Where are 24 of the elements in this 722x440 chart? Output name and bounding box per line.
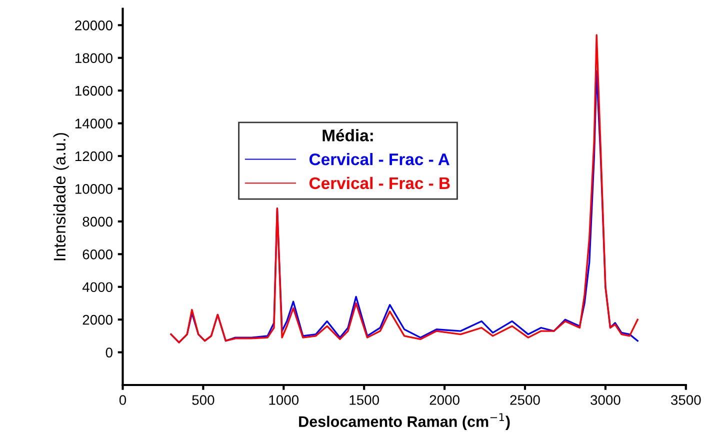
y-axis-title: Intensidade (a.u.) bbox=[53, 133, 69, 260]
y-tick-label: 8000 bbox=[82, 216, 112, 227]
x-tick-label: 1000 bbox=[269, 395, 299, 405]
x-tick-label: 0 bbox=[119, 395, 126, 405]
legend-label: Cervical - Frac - B bbox=[309, 176, 450, 190]
y-tick-label: 14000 bbox=[75, 118, 112, 128]
legend-title: Média: bbox=[322, 128, 373, 142]
legend-label: Cervical - Frac - A bbox=[309, 153, 450, 166]
x-tick-label: 2500 bbox=[510, 395, 540, 405]
x-tick-label: 3000 bbox=[590, 395, 620, 405]
x-tick-label: 1500 bbox=[350, 395, 379, 405]
y-tick-label: 2000 bbox=[82, 314, 112, 325]
y-tick-label: 0 bbox=[106, 348, 112, 358]
y-tick-label: 4000 bbox=[82, 282, 112, 292]
x-tick-label: 2000 bbox=[430, 395, 460, 405]
y-tick-label: 20000 bbox=[75, 20, 112, 30]
y-tick-label: 16000 bbox=[75, 86, 112, 96]
y-tick-label: 12000 bbox=[75, 151, 112, 162]
x-tick-label: 3500 bbox=[670, 395, 701, 405]
x-axis-title: Deslocamento Raman (cm$^{−1}$) bbox=[299, 413, 510, 430]
y-tick-label: 6000 bbox=[82, 249, 112, 260]
y-tick-label: 10000 bbox=[75, 184, 112, 194]
y-tick-label: 18000 bbox=[75, 53, 112, 64]
x-tick-label: 500 bbox=[192, 395, 214, 405]
